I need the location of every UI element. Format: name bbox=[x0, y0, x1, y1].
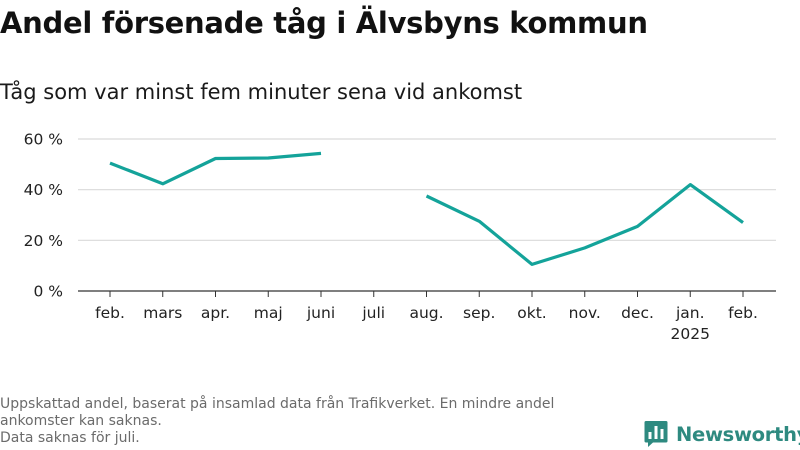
chart-title: Andel försenade tåg i Älvsbyns kommun bbox=[0, 6, 648, 40]
brand-name: Newsworthy bbox=[676, 422, 800, 446]
series-line-segment bbox=[425, 182, 744, 266]
x-tick-label: feb. bbox=[728, 304, 758, 322]
x-tick-label: juni bbox=[306, 304, 335, 322]
x-tick-label: apr. bbox=[201, 304, 230, 322]
y-tick-label: 0 % bbox=[33, 283, 63, 301]
footnote-missing-data: Data saknas för juli. bbox=[0, 430, 140, 446]
footnote-source: Uppskattad andel, baserat på insamlad da… bbox=[0, 396, 555, 429]
x-tick-label: jan. bbox=[675, 304, 705, 322]
y-axis-labels: 0 % 20 % 40 % 60 % bbox=[24, 131, 63, 301]
x-tick-year-label: 2025 bbox=[671, 325, 710, 343]
bar-chart-icon bbox=[644, 421, 668, 447]
x-tick-label: nov. bbox=[569, 304, 601, 322]
data-lines bbox=[109, 151, 744, 266]
chart-subtitle: Tåg som var minst fem minuter sena vid a… bbox=[0, 80, 523, 104]
footnote: Uppskattad andel, baserat på insamlad da… bbox=[0, 396, 630, 447]
line-chart: 0 % 20 % 40 % 60 % feb. mars apr. maj juni juli a… bbox=[24, 131, 776, 343]
newsworthy-logo: Newsworthy bbox=[644, 420, 800, 448]
x-tick-label: aug. bbox=[409, 304, 443, 322]
y-tick-label: 60 % bbox=[24, 131, 63, 149]
x-tick-label: mars bbox=[143, 304, 182, 322]
x-tick-label: sep. bbox=[463, 304, 495, 322]
x-tick-label: okt. bbox=[517, 304, 546, 322]
x-tick-label: maj bbox=[254, 304, 283, 322]
series-line-segment bbox=[109, 151, 322, 186]
gridlines bbox=[78, 138, 776, 292]
y-tick-label: 40 % bbox=[24, 181, 63, 199]
x-tick-label: feb. bbox=[95, 304, 125, 322]
y-tick-label: 20 % bbox=[24, 232, 63, 250]
x-axis: feb. mars apr. maj juni juli aug. sep. okt. nov. d… bbox=[95, 291, 758, 343]
x-tick-label: dec. bbox=[621, 304, 654, 322]
x-tick-label: juli bbox=[361, 304, 385, 322]
